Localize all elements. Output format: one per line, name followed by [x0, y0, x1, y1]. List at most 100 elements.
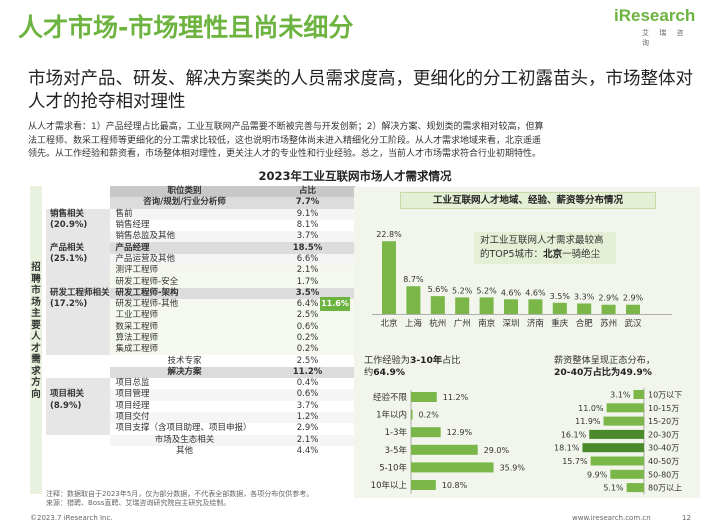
row-group-label	[46, 344, 110, 356]
row-category: 技术专家	[167, 355, 202, 366]
table-row: 技术专家 2.5%	[46, 355, 356, 367]
experience-bar	[411, 392, 437, 402]
vertical-label-bar	[30, 186, 42, 494]
table-row: 测评工程师 2.1%	[46, 265, 356, 277]
row-category: 项目交付	[109, 411, 260, 424]
city-callout-line1: 对工业互联网人才需求最较高	[480, 235, 604, 246]
row-group-label	[46, 332, 110, 345]
rd-subtotal-callout: 11.6%	[320, 297, 350, 311]
city-bar-value: 3.5%	[550, 292, 571, 301]
row-share: 2.1%	[259, 265, 356, 277]
city-bar	[479, 297, 494, 314]
row-category: 算法工程师	[109, 332, 260, 345]
salary-tick-label: 80万以上	[648, 484, 682, 493]
city-bar-value: 5.2%	[452, 286, 473, 295]
table-row: (8.9%) 项目经理 3.7%	[46, 400, 356, 412]
row-share: 3.5%	[259, 287, 356, 299]
salary-bar-value: 16.1%	[561, 430, 587, 439]
paragraph-line: 领先。从工作经验和薪资看，市场整体相对理性，更关注人才的专业性和行业经验。总之，…	[28, 149, 542, 159]
city-tick-label: 上海	[405, 318, 423, 329]
salary-bar-value: 9.9%	[587, 470, 608, 479]
table-row: 研发工程师-安全 1.7%	[46, 276, 356, 288]
row-category: 数采工程师	[109, 321, 260, 333]
salary-tick-label: 40-50万	[648, 457, 679, 466]
salary-bar	[603, 416, 644, 426]
row-group-label	[46, 366, 110, 379]
city-bar	[430, 296, 445, 314]
city-bar	[504, 299, 518, 314]
experience-bar	[411, 409, 413, 420]
row-share: 9.1%	[259, 208, 356, 220]
experience-bar	[411, 462, 494, 473]
logo-brand: iResearch	[614, 6, 696, 25]
row-category: 研发工程师-架构	[109, 287, 260, 299]
row-share: 2.5%	[296, 355, 319, 366]
row-group-label	[46, 310, 110, 322]
row-share: 2.5%	[259, 310, 356, 322]
copyright: ©2023.7 iResearch Inc.	[30, 514, 113, 522]
subtitle: 市场对产品、研发、解决方案类的人员需求度高，更细化的分工初露苗头，市场整体对人才…	[28, 69, 693, 112]
row-share: 3.7%	[259, 231, 356, 243]
city-tick-label: 苏州	[600, 318, 617, 329]
row-group-label: 项目相关	[46, 389, 110, 401]
table-row: 市场及生态相关 2.1%	[46, 434, 356, 446]
city-bar-value: 2.9%	[623, 294, 644, 303]
table-row: 咨询/规划/行业分析师 7.7%	[46, 197, 356, 209]
city-tick-label: 北京	[380, 318, 397, 329]
city-tick-label: 武汉	[624, 318, 642, 329]
table-row: (17.2%) 研发工程师-其他 6.4%	[46, 298, 356, 311]
page-title: 人才市场-市场理性且尚未细分	[18, 13, 354, 42]
row-group-label	[46, 197, 110, 209]
row-group-label: 研发工程师相关	[46, 287, 110, 299]
row-share: 18.5%	[259, 242, 356, 254]
row-share: 4.4%	[296, 445, 319, 456]
row-share: 7.7%	[259, 197, 356, 209]
salary-note-b: 20-40万占比为49.9%	[554, 367, 653, 378]
paragraph-line: 从人才需求看：1）产品经理占比最高，工业互联网产品需要不断被完善与开发创新；2）…	[28, 122, 544, 132]
experience-tick-label: 10年以上	[371, 480, 408, 491]
table-header-category: 职位类别	[109, 186, 260, 198]
salary-tick-label: 10-15万	[648, 404, 679, 413]
city-bar	[455, 297, 470, 314]
city-bar-value: 5.6%	[428, 285, 449, 294]
city-bar	[552, 302, 567, 314]
salary-bar	[582, 443, 644, 453]
row-share: 0.2%	[259, 332, 356, 345]
row-share: 0.6%	[259, 389, 356, 401]
city-bar-value: 4.6%	[525, 288, 546, 297]
city-bar	[626, 304, 640, 314]
row-group-label: (25.1%)	[46, 253, 110, 266]
table-row: 销售相关 售前 9.1%	[46, 208, 356, 220]
city-callout-beijing: 北京	[543, 249, 563, 260]
experience-bar-value: 10.8%	[442, 481, 468, 490]
row-category: 咨询/规划/行业分析师	[109, 197, 260, 209]
table-row: 销售总监及其他 3.7%	[46, 231, 356, 243]
table-row: 工业工程师 2.5%	[46, 310, 356, 322]
footnote: 注释：数据取自于2023年5月，仅为部分数据，不代表全部数据，各项分布仅供参考。…	[46, 490, 426, 508]
city-bar	[601, 304, 616, 314]
experience-bar-value: 11.2%	[443, 393, 469, 402]
row-category: 项目经理	[115, 400, 150, 411]
row-group-label: (8.9%)	[46, 400, 110, 412]
row-share: 3.7%	[296, 400, 319, 411]
row-share: 1.2%	[259, 411, 356, 424]
row-category: 解决方案	[109, 366, 260, 379]
city-tick-label: 杭州	[429, 318, 446, 329]
city-bar-value: 4.6%	[501, 288, 522, 297]
row-group-label	[46, 355, 110, 367]
logo-sub: 艾 瑞 咨 询	[642, 29, 688, 47]
row-group-label	[46, 411, 110, 424]
city-bar-value: 22.8%	[376, 230, 402, 239]
salary-bar-value: 18.1%	[554, 444, 580, 453]
salary-bar-value: 15.7%	[562, 457, 588, 466]
row-share: 0.6%	[259, 321, 356, 333]
row-group-label	[46, 321, 110, 333]
table-row: 其他 4.4%	[46, 445, 356, 458]
city-bar	[577, 303, 592, 314]
exp-note-a: 工作经验为	[364, 355, 410, 366]
row-share: 0.2%	[259, 344, 356, 356]
table-row: 算法工程师 0.2%	[46, 332, 356, 345]
row-group-label	[46, 445, 110, 458]
exp-note-e: 64.9%	[373, 367, 406, 378]
row-category: 市场及生态相关	[109, 434, 260, 446]
